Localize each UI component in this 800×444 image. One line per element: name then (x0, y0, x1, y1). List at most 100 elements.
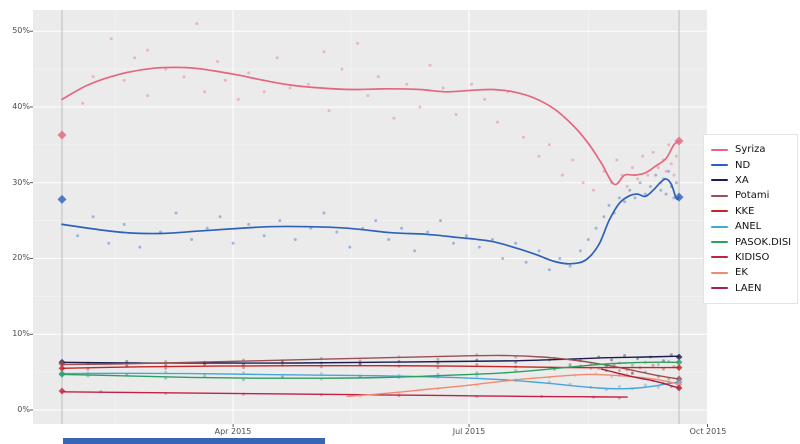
x-tick-label: Jul 2015 (452, 427, 486, 436)
poll-point-syriza (275, 56, 279, 60)
y-tick-label: 40% (12, 102, 30, 111)
poll-point-anel (475, 374, 479, 378)
legend-item-nd: ND (711, 157, 793, 172)
poll-point-syriza (664, 169, 668, 173)
poll-point-kke (475, 363, 479, 366)
trend-line-pasok-disi (61, 361, 680, 379)
poll-point-kke (203, 363, 207, 366)
poll-point-syriza (674, 154, 678, 158)
poll-point-pasok-disi (242, 378, 245, 382)
poll-point-anel (656, 385, 660, 389)
plot-panel (33, 10, 708, 424)
trend-line-ek (346, 373, 680, 398)
poll-point-syriza (340, 67, 344, 71)
legend-label: ND (735, 159, 751, 171)
poll-point-nd (674, 181, 678, 185)
legend-key-line (711, 194, 728, 197)
legend-item-xa: XA (711, 173, 793, 188)
poll-point-nd (413, 249, 417, 253)
poll-point-nd (623, 200, 627, 204)
poll-point-syriza (667, 143, 671, 147)
poll-point-nd (452, 241, 455, 245)
poll-point-kke (662, 367, 665, 371)
y-tick-label: 0% (17, 405, 30, 414)
poll-point-pasok-disi (656, 363, 660, 366)
poll-point-syriza (636, 177, 640, 181)
trend-line-kke (61, 364, 680, 369)
legend-box: Syriza ND XA Potami KKE ANEL PASOK.DISI KIDISO E… (703, 134, 798, 304)
y-tick-label: 20% (12, 253, 30, 262)
poll-point-nd (664, 192, 668, 196)
poll-point-potami (568, 363, 572, 366)
election-result-syriza (57, 130, 67, 140)
poll-point-syriza (366, 94, 370, 98)
poll-point-nd (537, 249, 541, 253)
legend-label: ANEL (735, 221, 762, 233)
poll-point-nd (594, 226, 598, 230)
legend-label: LAEN (735, 282, 762, 294)
poll-point-nd (633, 196, 637, 200)
legend-item-laen: LAEN (711, 281, 793, 296)
poll-point-syriza (418, 105, 422, 109)
legend-key-line (711, 256, 728, 259)
poll-point-syriza (483, 97, 487, 101)
poll-point-nd (628, 188, 632, 192)
poll-point-nd (654, 173, 658, 177)
poll-point-nd (426, 230, 430, 234)
legend-key-line (711, 271, 728, 274)
legend-label: PASOK.DISI (735, 236, 792, 248)
poll-point-syriza (615, 158, 619, 162)
poll-point-potami (617, 369, 621, 373)
poll-point-nd (638, 181, 642, 185)
poll-point-syriza (547, 143, 551, 147)
election-result-xa (675, 353, 683, 361)
election-result-kidiso (58, 387, 66, 395)
poll-point-nd (231, 241, 235, 245)
poll-point-nd (568, 264, 572, 268)
poll-point-nd (293, 238, 297, 241)
poll-point-syriza (646, 173, 650, 177)
election-result-nd (57, 194, 67, 204)
bottom-blue-bar (63, 438, 325, 444)
poll-point-nd (439, 219, 442, 223)
poll-point-nd (464, 234, 468, 238)
poll-point-syriza (133, 56, 137, 60)
poll-point-kke (651, 363, 655, 367)
election-result-kke (675, 364, 683, 371)
poll-point-syriza (327, 109, 331, 113)
poll-point-syriza (581, 181, 585, 185)
poll-point-syriza (236, 97, 240, 101)
poll-point-nd (218, 215, 222, 219)
poll-point-syriza (625, 185, 629, 188)
x-tick-label: Oct 2015 (689, 427, 727, 436)
poll-point-nd (514, 241, 518, 245)
poll-point-nd (607, 203, 611, 207)
poll-point-syriza (195, 22, 199, 26)
poll-point-syriza (454, 113, 458, 116)
legend-key-line (711, 225, 728, 228)
poll-point-nd (138, 245, 142, 249)
poll-point-syriza (216, 60, 220, 63)
poll-point-syriza (441, 86, 445, 90)
poll-point-xa (610, 358, 614, 362)
poll-point-syriza (122, 78, 126, 82)
poll-point-nd (107, 241, 111, 245)
legend-key-line (711, 210, 728, 213)
election-result-laen (675, 384, 683, 392)
legend-item-anel: ANEL (711, 219, 793, 234)
legend-key-line (711, 164, 728, 167)
legend-label: KIDISO (735, 251, 770, 263)
legend-label: Syriza (735, 144, 766, 156)
poll-point-syriza (288, 86, 292, 90)
poll-point-nd (348, 245, 352, 249)
poll-point-kke (436, 366, 440, 370)
trend-line-nd (61, 178, 680, 265)
poll-point-xa (623, 354, 627, 357)
poll-point-syriza (146, 48, 150, 52)
poll-point-syriza (571, 158, 575, 162)
poll-point-nd (579, 249, 582, 253)
poll-point-nd (490, 238, 494, 241)
poll-point-syriza (306, 82, 310, 86)
